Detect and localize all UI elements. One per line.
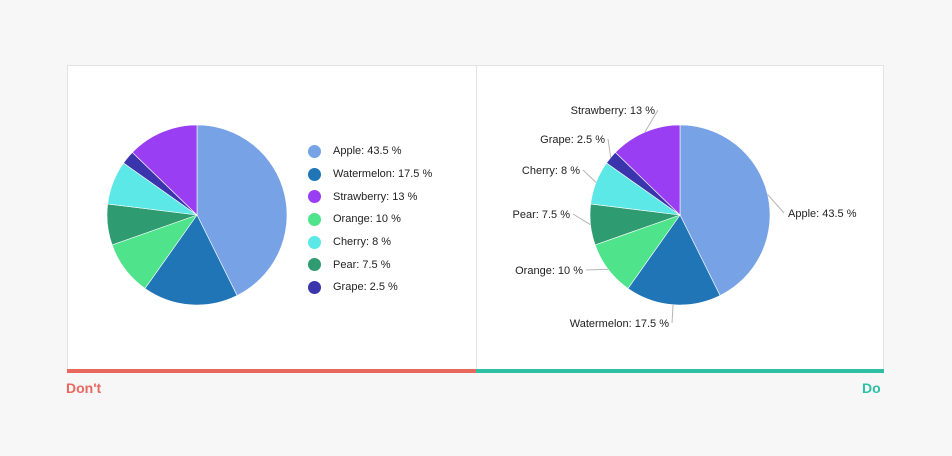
- legend-item-apple: Apple: 43.5 %: [308, 140, 432, 163]
- legend-label-orange: Orange: 10 %: [333, 213, 401, 226]
- legend-swatch-grape: [308, 280, 321, 294]
- legend-item-watermelon: Watermelon: 17.5 %: [308, 163, 432, 186]
- comparison-panels: [67, 65, 884, 371]
- legend-swatch-watermelon: [308, 167, 321, 181]
- legend-swatch-pear: [308, 258, 321, 272]
- legend-item-grape: Grape: 2.5 %: [308, 276, 432, 299]
- legend-item-pear: Pear: 7.5 %: [308, 253, 432, 276]
- legend-swatch-strawberry: [308, 190, 321, 204]
- legend-dont: Apple: 43.5 % Watermelon: 17.5 % Strawberr…: [308, 140, 432, 299]
- dont-accent-bar: [67, 369, 476, 373]
- legend-swatch-orange: [308, 212, 321, 226]
- panel-divider: [476, 66, 477, 371]
- legend-label-grape: Grape: 2.5 %: [333, 281, 398, 294]
- legend-item-cherry: Cherry: 8 %: [308, 231, 432, 254]
- legend-label-strawberry: Strawberry: 13 %: [333, 190, 418, 203]
- do-caption: Do: [862, 380, 881, 396]
- legend-swatch-apple: [308, 144, 321, 158]
- legend-label-watermelon: Watermelon: 17.5 %: [333, 168, 433, 181]
- dont-caption: Don't: [66, 380, 102, 396]
- legend-swatch-cherry: [308, 235, 321, 249]
- legend-label-apple: Apple: 43.5 %: [333, 145, 402, 158]
- legend-label-pear: Pear: 7.5 %: [333, 258, 391, 271]
- do-accent-bar: [476, 369, 884, 373]
- legend-item-orange: Orange: 10 %: [308, 208, 432, 231]
- legend-item-strawberry: Strawberry: 13 %: [308, 185, 432, 208]
- legend-label-cherry: Cherry: 8 %: [333, 236, 392, 249]
